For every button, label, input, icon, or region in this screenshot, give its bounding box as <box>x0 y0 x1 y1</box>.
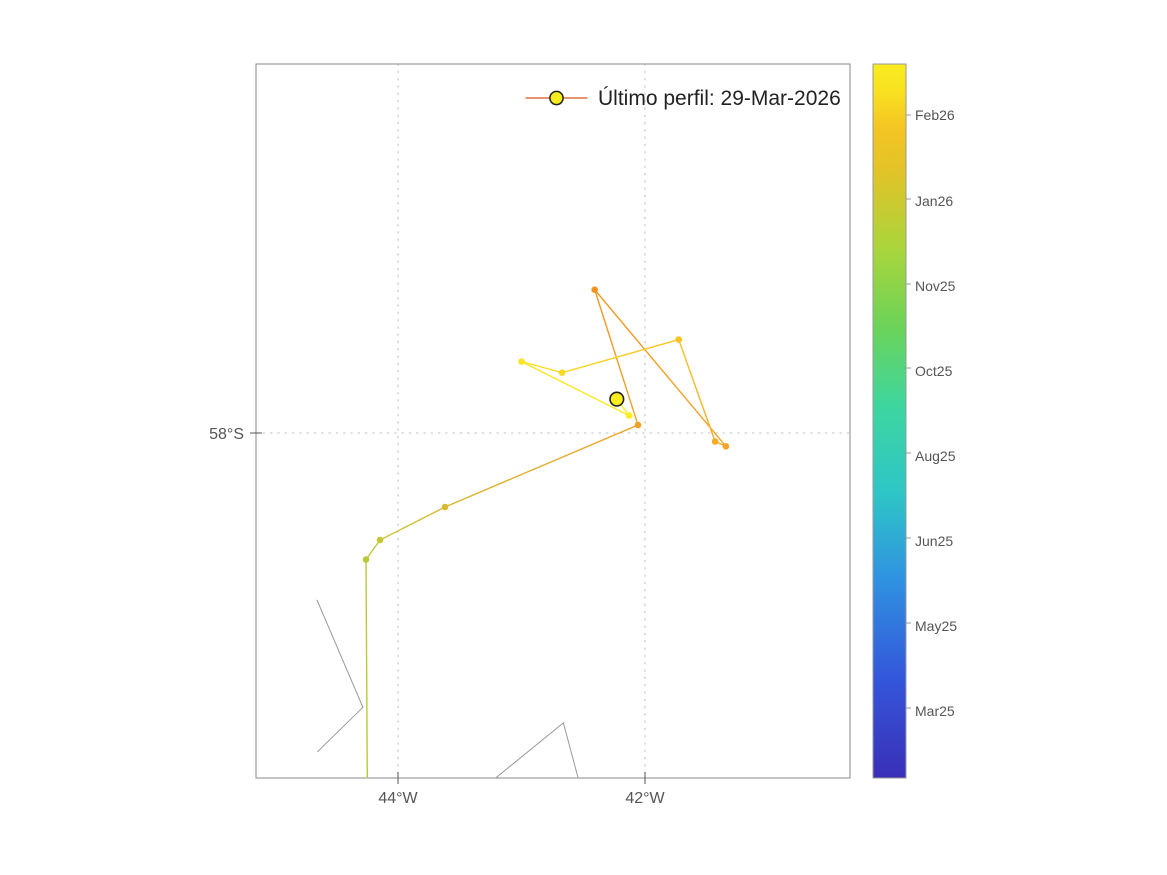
svg-text:Nov25: Nov25 <box>915 278 956 294</box>
svg-text:Aug25: Aug25 <box>915 448 956 464</box>
svg-text:Oct25: Oct25 <box>915 363 953 379</box>
svg-text:May25: May25 <box>915 618 957 634</box>
svg-text:Jan26: Jan26 <box>915 193 953 209</box>
svg-text:58°S: 58°S <box>209 426 244 443</box>
svg-text:Jun25: Jun25 <box>915 533 953 549</box>
svg-text:44°W: 44°W <box>378 790 418 807</box>
svg-text:42°W: 42°W <box>625 790 665 807</box>
svg-text:Último perfil: 29-Mar-2026: Último perfil: 29-Mar-2026 <box>598 87 841 110</box>
svg-text:Mar25: Mar25 <box>915 703 955 719</box>
svg-text:Feb26: Feb26 <box>915 107 955 123</box>
